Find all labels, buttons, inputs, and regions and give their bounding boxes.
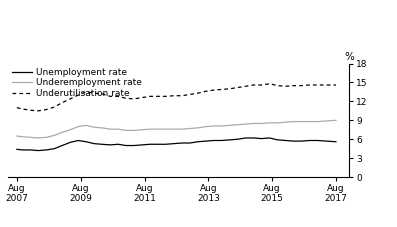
Text: %: %: [345, 52, 354, 62]
Legend: Unemployment rate, Underemployment rate, Underutilisation rate: Unemployment rate, Underemployment rate,…: [12, 68, 142, 98]
